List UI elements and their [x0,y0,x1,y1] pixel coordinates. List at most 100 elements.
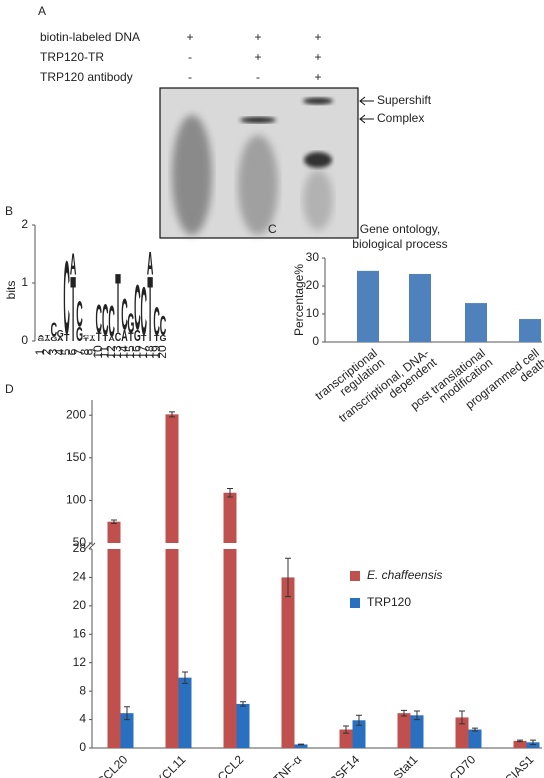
error-bar [356,714,362,726]
y-tick-label: 8 [79,683,86,697]
error-bar [169,411,175,418]
x-tick-label: CXCL11 [147,752,189,778]
x-tick-label: 8 [78,348,92,355]
x-tick-label: 10 [91,345,105,359]
lane-sign: + [254,30,261,44]
panel-label: D [5,382,14,396]
logo-letter: G [57,329,64,339]
x-tick-label: 3 [46,348,60,355]
y-tick-label: 2 [21,217,28,231]
bar [107,549,121,748]
logo-letter: G [134,326,141,345]
panel-label: C [268,222,277,236]
y-tick-label: 100 [66,493,86,507]
x-tick-label: CD70 [447,752,479,778]
error-bar [124,706,130,721]
row-label: TRP120 antibody [40,70,133,84]
logo-letter: A [147,247,153,282]
logo-letter: T [70,257,75,361]
error-bar [472,727,478,732]
bar [357,270,379,342]
x-tick-label: 9 [85,348,99,355]
error-bar [414,710,420,721]
logo-letter: C [76,294,83,335]
logo-letter: G [37,336,44,342]
x-tick-label: CCL20 [94,752,131,778]
logo-letter: A [108,335,115,342]
band-label: Supershift [377,93,432,107]
y-tick-label: 200 [66,407,86,421]
y-tick-label: 16 [73,626,87,640]
y-axis-label: Percentage% [292,264,306,336]
logo-letter: T [83,336,89,342]
bar-upper [223,492,237,543]
bar [513,740,527,748]
error-bar [517,739,523,743]
error-bar [111,519,117,524]
y-axis-label: bits [4,281,18,300]
panel-label: B [5,204,13,218]
logo-letter: T [141,333,147,342]
x-tick-label: 12 [104,345,118,359]
logo-letter: C [83,335,90,339]
row-label: TRP120-TR [40,50,104,64]
axis-break [84,542,96,550]
logo-letter: C [153,301,160,345]
bar [352,720,366,748]
x-tick-label: 5 [59,348,73,355]
legend-label: TRP120 [367,595,411,609]
bar [236,703,250,748]
logo-letter: A [70,247,77,281]
logo-letter: T [90,336,97,339]
y-tick-label: 30 [306,250,320,264]
y-tick-label: 20 [306,278,320,292]
bar [465,303,487,342]
legend-label: E. chaffeensis [367,568,442,582]
logo-letter: C [51,320,58,342]
logo-letter: T [154,333,160,342]
y-tick-label: 0 [21,333,28,347]
y-tick-label: 20 [73,598,87,612]
logo-letter: C [160,311,166,342]
bar [468,729,482,748]
legend-swatch [350,598,360,608]
x-tick-label: TNF-α [270,752,304,778]
logo-letter: G [127,308,134,339]
logo-letter: A [44,338,51,342]
error-bar [343,725,349,734]
panel-label: A [38,4,46,18]
logo-letter: C [63,240,69,357]
logo-letter: A [121,326,128,345]
x-tick-label: 20 [155,345,169,359]
bar [178,677,192,748]
logo-letter: A [89,338,96,342]
logo-letter: C [96,298,103,342]
y-tick-label: 28 [73,541,87,555]
y-tick-label: 4 [79,712,86,726]
error-bar [530,739,536,745]
logo-letter: C [134,271,141,344]
y-tick-label: 10 [306,306,320,320]
logo-letter: G [50,335,57,342]
bar [294,744,308,748]
lane-sign: + [314,50,321,64]
x-tick-label: 4 [52,348,66,355]
bar [339,729,353,748]
bar-upper [107,521,121,543]
bar [455,717,469,748]
logo-letter: C [140,275,146,351]
y-tick-label: 50 [73,535,87,549]
logo-letter: T [96,331,102,345]
logo-letter: T [128,331,134,345]
x-tick-label: TNF-RSF14 [307,752,363,778]
bar [409,273,431,342]
x-tick-label: 14 [117,345,131,359]
logo-letter: C [108,296,114,346]
x-tick-label: 18 [142,345,156,359]
error-bar [401,709,407,717]
y-tick-label: 0 [312,334,319,348]
error-bar [285,557,291,598]
bar [526,742,540,748]
band-label: Complex [377,111,424,125]
